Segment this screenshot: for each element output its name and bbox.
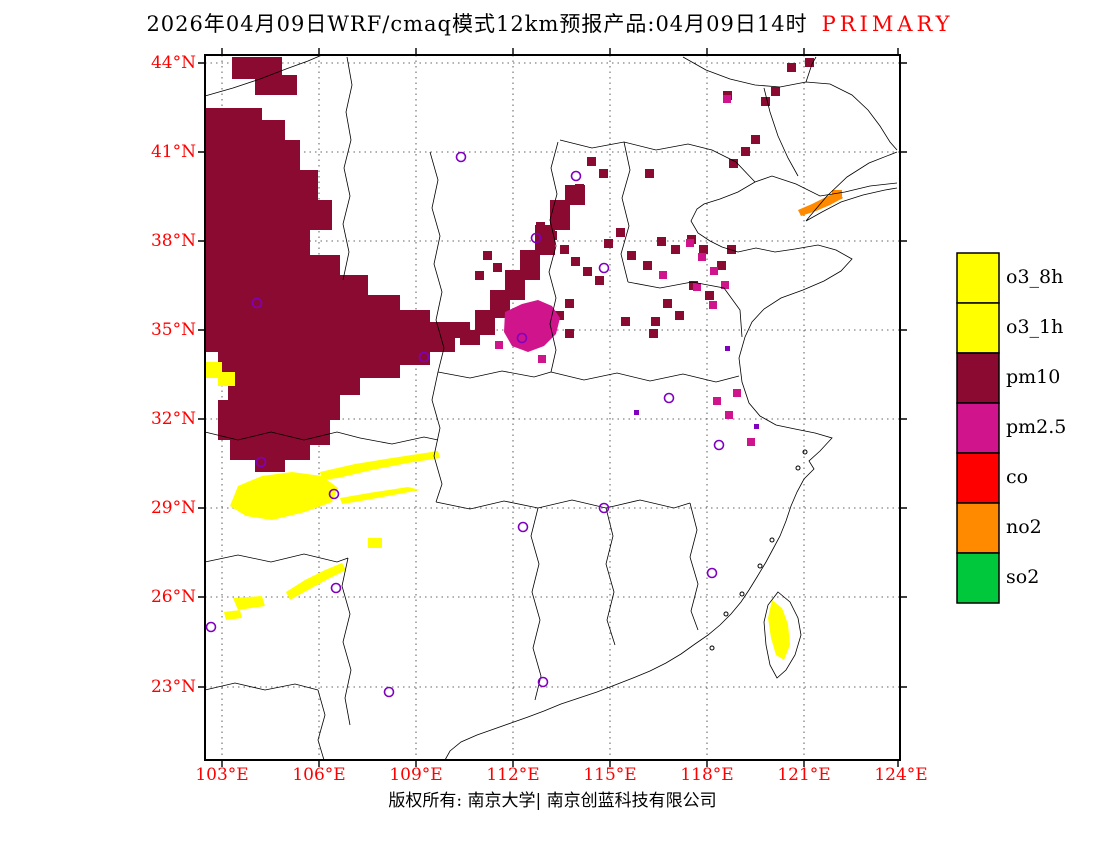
lat-label-35n: 35°N bbox=[150, 320, 196, 340]
lon-label-112e: 112°E bbox=[486, 765, 540, 785]
lon-label-118e: 118°E bbox=[680, 765, 734, 785]
legend-label-no2: no2 bbox=[1006, 516, 1042, 538]
legend-swatch-o3-1h bbox=[956, 302, 1000, 354]
legend-label-pm10: pm10 bbox=[1006, 366, 1061, 388]
page-title: 2026年04月09日WRF/cmaq模式12km预报产品:04月09日14时 P… bbox=[0, 8, 1100, 38]
pm10-region bbox=[205, 57, 814, 472]
no2-region bbox=[798, 190, 843, 216]
legend-label-o3-1h: o3_1h bbox=[1006, 316, 1064, 338]
lon-label-115e: 115°E bbox=[583, 765, 637, 785]
legend-swatch-o3-8h bbox=[956, 252, 1000, 304]
title-text: 2026年04月09日WRF/cmaq模式12km预报产品:04月09日14时 bbox=[146, 12, 808, 36]
lon-label-124e: 124°E bbox=[874, 765, 928, 785]
lat-label-29n: 29°N bbox=[150, 498, 196, 518]
legend-label-pm25: pm2.5 bbox=[1006, 416, 1067, 438]
legend-swatch-so2 bbox=[956, 552, 1000, 604]
pm10-cells bbox=[475, 58, 814, 338]
lat-label-32n: 32°N bbox=[150, 409, 196, 429]
legend-swatch-co bbox=[956, 452, 1000, 504]
title-primary-tag: PRIMARY bbox=[821, 12, 954, 36]
lat-label-26n: 26°N bbox=[150, 587, 196, 607]
lat-label-38n: 38°N bbox=[150, 231, 196, 251]
legend-label-o3-8h: o3_8h bbox=[1006, 266, 1064, 288]
lon-label-121e: 121°E bbox=[777, 765, 831, 785]
legend-label-so2: so2 bbox=[1006, 566, 1040, 588]
lat-label-44n: 44°N bbox=[150, 53, 196, 73]
copyright-text: 版权所有: 南京大学| 南京创蓝科技有限公司 bbox=[388, 791, 717, 811]
legend-swatch-pm10 bbox=[956, 352, 1000, 404]
lon-label-109e: 109°E bbox=[389, 765, 443, 785]
lat-label-23n: 23°N bbox=[150, 677, 196, 697]
legend-swatch-no2 bbox=[956, 502, 1000, 554]
legend-swatch-pm25 bbox=[956, 402, 1000, 454]
map-frame bbox=[204, 54, 901, 761]
o3-region bbox=[205, 362, 790, 660]
legend-label-co: co bbox=[1006, 466, 1029, 488]
lon-label-103e: 103°E bbox=[195, 765, 249, 785]
station-markers bbox=[205, 151, 725, 698]
legend-swatches bbox=[956, 252, 1000, 604]
island-dots bbox=[709, 449, 808, 651]
station-squares bbox=[634, 346, 759, 429]
lat-label-41n: 41°N bbox=[150, 142, 196, 162]
coastline-borders bbox=[204, 54, 898, 761]
axis-ticks bbox=[198, 48, 907, 767]
lon-label-106e: 106°E bbox=[292, 765, 346, 785]
